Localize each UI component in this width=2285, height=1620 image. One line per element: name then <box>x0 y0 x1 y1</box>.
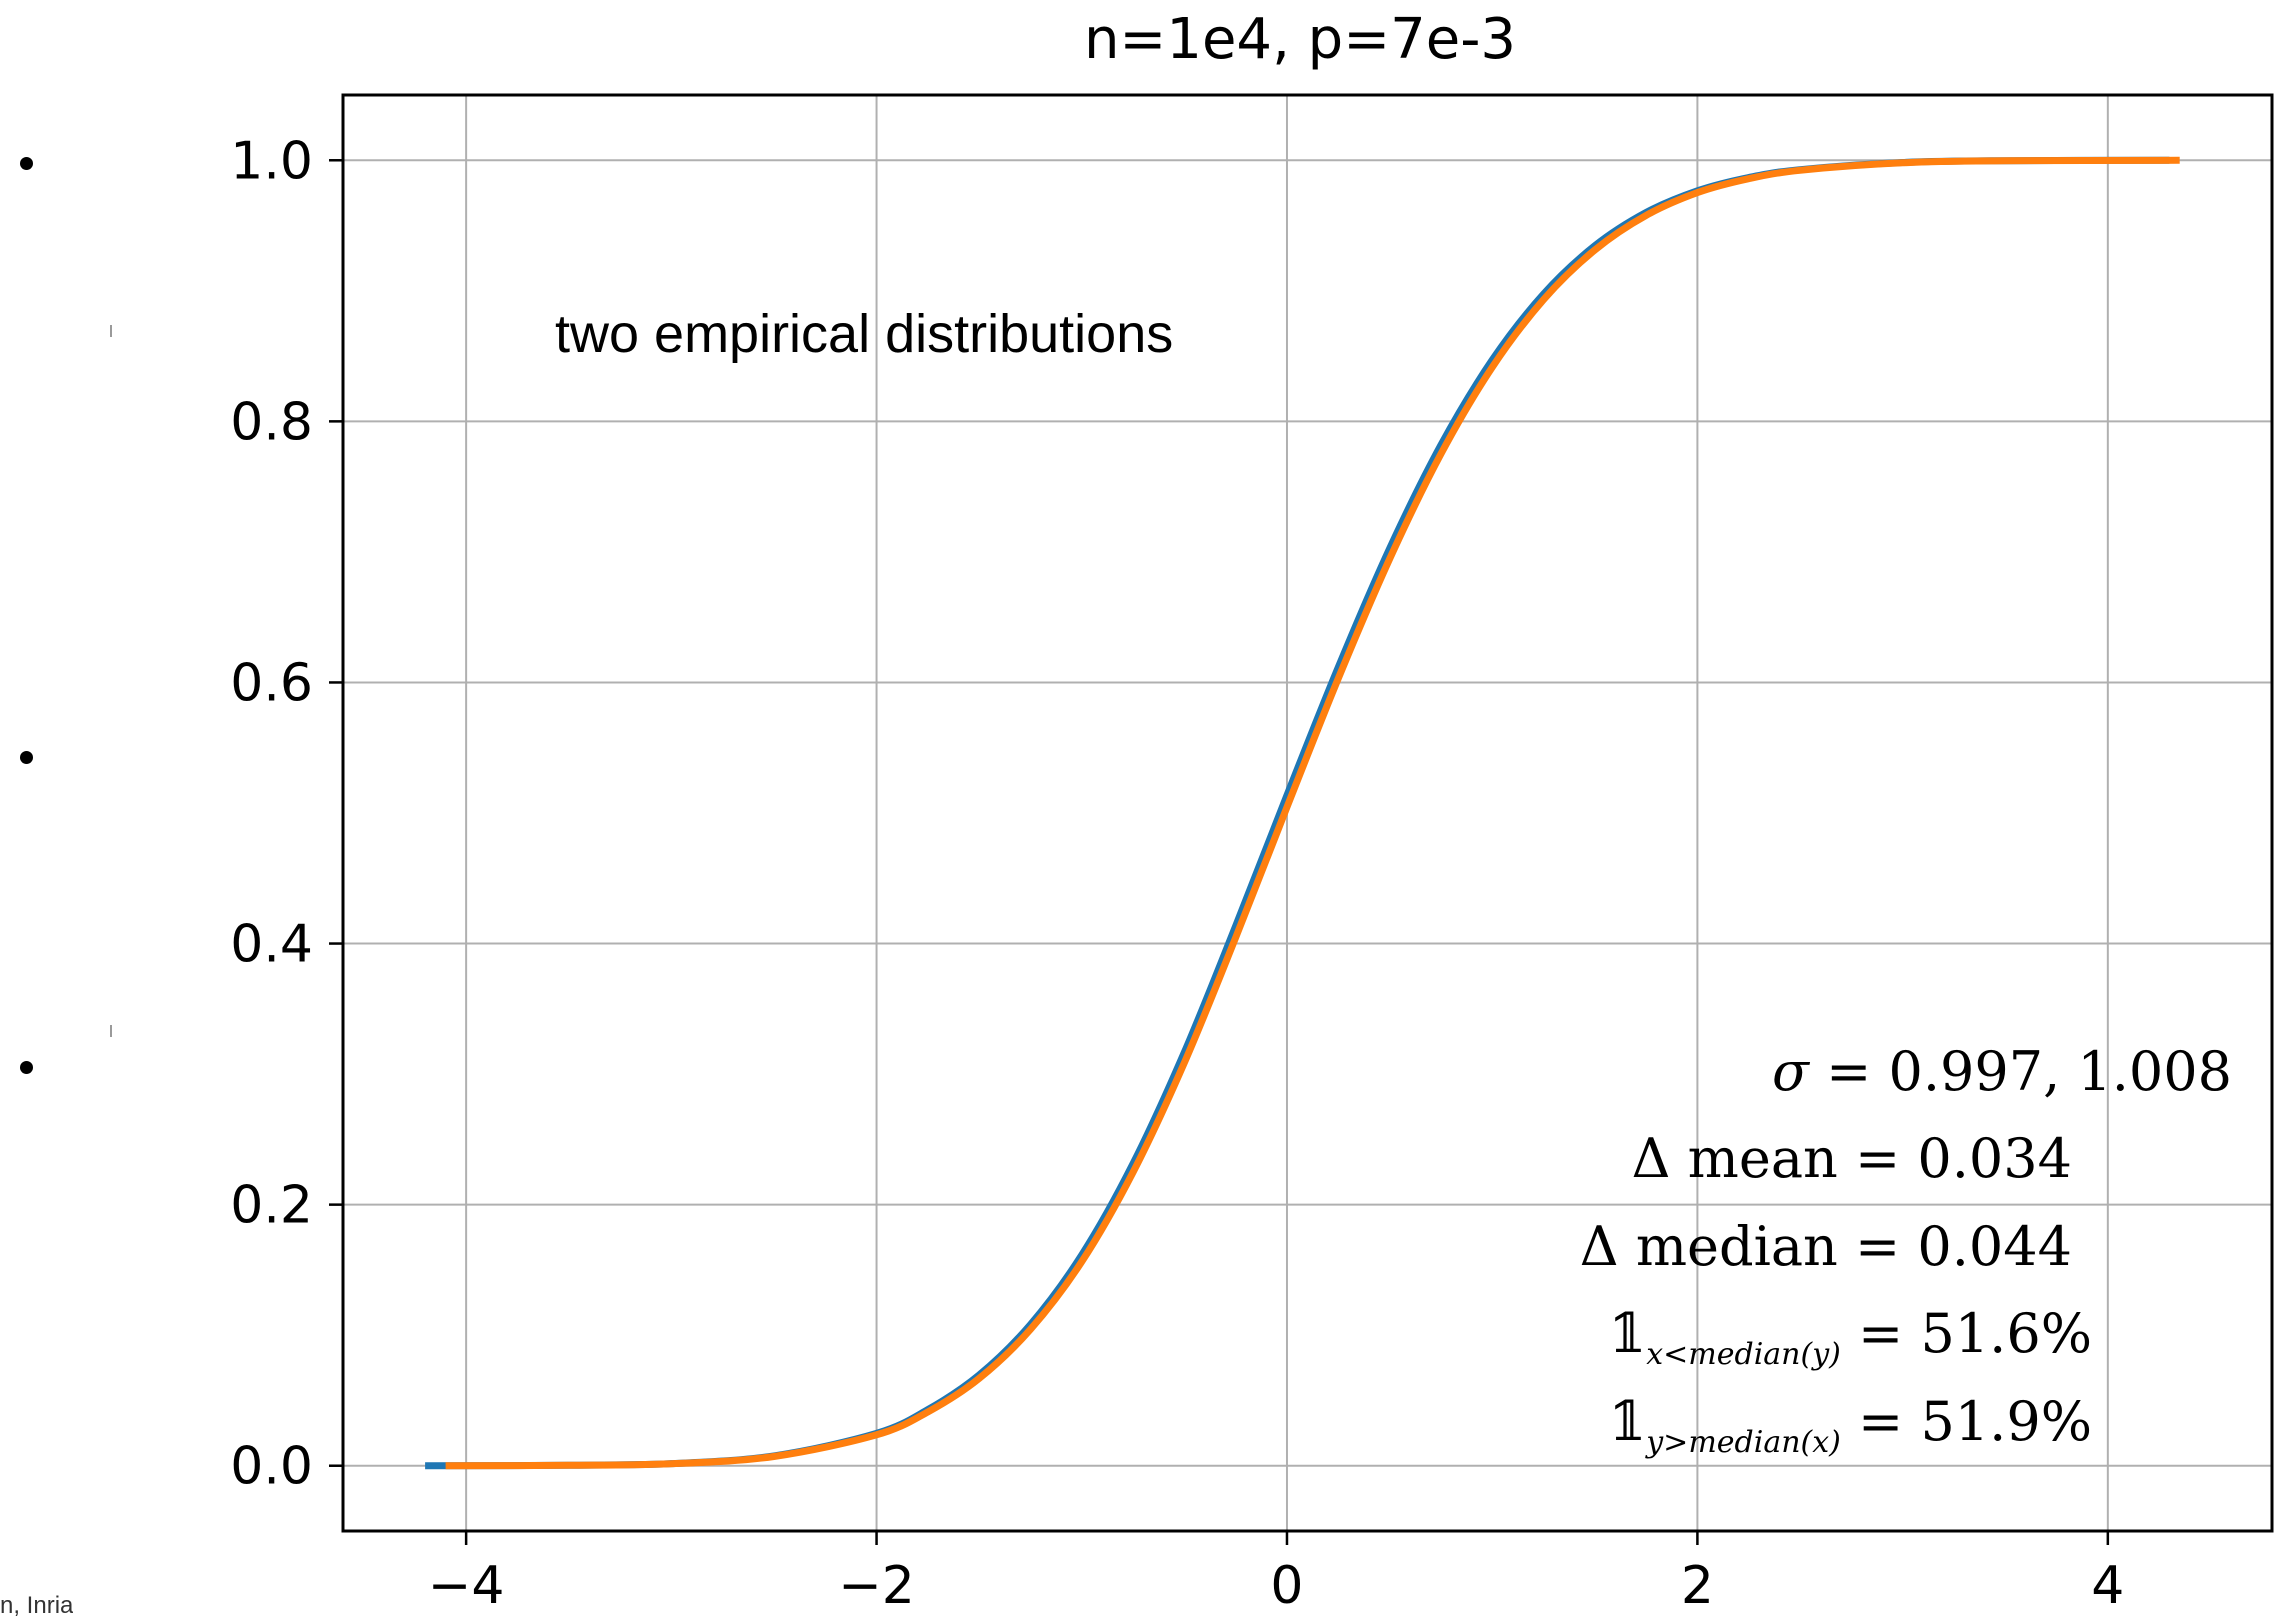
stat-delta-mean-lhs: Δ mean <box>1631 1127 1838 1190</box>
axis-ticks: −4 −2 0 2 4 0.0 0.2 0.4 0.6 0.8 1.0 <box>230 131 2124 1612</box>
y-tick-label: 0.0 <box>230 1437 313 1497</box>
slide-tick <box>110 1025 112 1037</box>
stat-delta-median: Δ median = 0.044 <box>1579 1215 2072 1278</box>
y-tick-label: 1.0 <box>230 131 313 191</box>
stat-delta-mean-value: 0.034 <box>1917 1127 2072 1190</box>
stat-delta-mean: Δ mean = 0.034 <box>1631 1127 2072 1190</box>
y-tick-label: 0.6 <box>230 653 313 713</box>
x-tick-label: −4 <box>428 1556 505 1612</box>
stat-indicator-x-lhs: 𝟙 <box>1608 1302 1647 1365</box>
x-tick-label: 2 <box>1681 1556 1714 1612</box>
y-tick-label: 0.2 <box>230 1176 313 1236</box>
stat-indicator-y-lhs: 𝟙 <box>1608 1390 1647 1453</box>
stat-delta-median-value: 0.044 <box>1917 1215 2072 1278</box>
x-tick-label: −2 <box>838 1556 915 1612</box>
slide-bullet <box>20 1061 33 1074</box>
stat-delta-median-lhs: Δ median <box>1579 1215 1838 1278</box>
stat-indicator-x: 𝟙x<median(y) = 51.6% <box>1608 1302 2092 1372</box>
series-line-2 <box>445 156 2180 1470</box>
stat-indicator-y-sub: y>median(x) <box>1646 1424 1841 1460</box>
stat-indicator-y: 𝟙y>median(x) = 51.9% <box>1608 1390 2092 1460</box>
chart-title: n=1e4, p=7e-3 <box>1084 7 1516 72</box>
stat-indicator-x-value: 51.6% <box>1920 1302 2092 1365</box>
x-tick-label: 4 <box>2091 1556 2124 1612</box>
slide-tick <box>110 325 112 337</box>
stats-annotation: σ = 0.997, 1.008 Δ mean = 0.034 Δ median… <box>1432 1035 2232 1460</box>
series-layer <box>425 156 2180 1470</box>
stat-sigma-lhs: σ <box>1772 1040 1809 1103</box>
stat-indicator-x-sub: x<median(y) <box>1646 1336 1841 1372</box>
y-tick-label: 0.8 <box>230 392 313 452</box>
stat-sigma: σ = 0.997, 1.008 <box>1772 1040 2232 1103</box>
stat-sigma-value: 0.997, 1.008 <box>1888 1040 2232 1103</box>
stat-indicator-y-value: 51.9% <box>1920 1390 2092 1453</box>
x-tick-label: 0 <box>1270 1556 1303 1612</box>
chart-annotation: two empirical distributions <box>555 304 1173 364</box>
plot-frame <box>341 93 2274 1533</box>
slide-bullet <box>20 751 33 764</box>
y-tick-label: 0.4 <box>230 915 313 975</box>
slide-bullet <box>20 157 33 170</box>
